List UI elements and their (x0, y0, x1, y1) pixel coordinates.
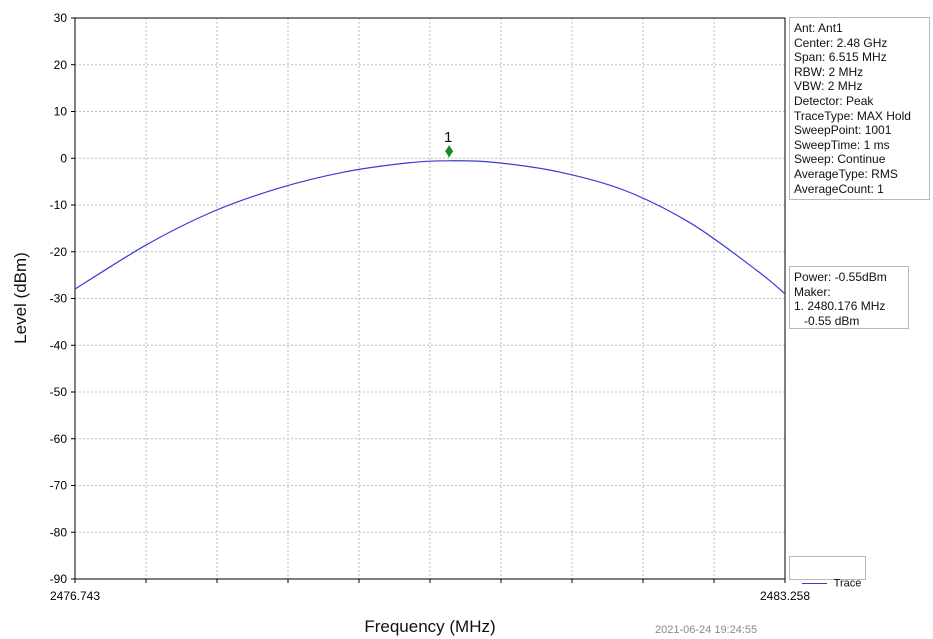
x-axis-label: Frequency (MHz) (364, 617, 495, 636)
grid (75, 17, 785, 580)
power-line: -0.55 dBm (794, 313, 860, 328)
y-tick-label: 30 (54, 11, 68, 25)
y-tick-label: -70 (50, 479, 68, 493)
legend-label: Trace (833, 577, 862, 590)
y-tick-label: 10 (54, 105, 68, 119)
power-line: Maker: (794, 284, 831, 299)
info-line: AverageType: RMS (794, 166, 898, 181)
y-axis-ticks: 30 20 10 0 -10 -20 -30 -40 -50 -60 -70 -80 -90 (50, 11, 75, 586)
info-line: AverageCount: 1 (794, 181, 884, 196)
x-axis-ticks: 2476.743 2483.258 (50, 579, 810, 603)
marker-diamond-icon (445, 145, 454, 158)
y-axis-label: Level (dBm) (11, 252, 30, 344)
x-tick-label-end: 2483.258 (760, 589, 810, 603)
legend-swatch (801, 582, 827, 584)
info-line: Span: 6.515 MHz (794, 50, 887, 65)
y-tick-label: -90 (50, 572, 68, 586)
legend: Trace (789, 556, 866, 589)
info-line: SweepTime: 1 ms (794, 137, 890, 152)
info-line: Ant: Ant1 (794, 21, 843, 35)
y-tick-label: -80 (50, 525, 68, 539)
settings-info-box: Ant: Ant1 Center: 2.48 GHz Span: 6.515 MHz… (789, 17, 930, 200)
info-line: SweepPoint: 1001 (794, 123, 892, 138)
marker-1[interactable]: 1 (444, 129, 454, 158)
y-tick-label: 20 (54, 58, 68, 72)
y-tick-label: 0 (60, 151, 67, 165)
trace-line (74, 160, 786, 295)
y-tick-label: -20 (50, 245, 68, 259)
y-tick-label: -50 (50, 385, 68, 399)
info-line: Detector: Peak (794, 93, 874, 108)
info-line: VBW: 2 MHz (794, 79, 863, 94)
x-tick-label-start: 2476.743 (50, 589, 100, 603)
marker-label: 1 (444, 129, 452, 146)
y-tick-label: -10 (50, 198, 68, 212)
y-tick-label: -60 (50, 432, 68, 446)
power-marker-box: Power: -0.55dBm Maker: 1. 2480.176 MHz -0.… (789, 266, 909, 329)
info-line: RBW: 2 MHz (794, 64, 864, 79)
info-line: Sweep: Continue (794, 152, 886, 167)
timestamp: 2021-06-24 19:24:55 (655, 624, 757, 636)
y-tick-label: -40 (50, 338, 68, 352)
y-tick-label: -30 (50, 292, 68, 306)
info-line: TraceType: MAX Hold (794, 108, 911, 123)
power-line: Power: -0.55dBm (794, 270, 887, 284)
info-line: Center: 2.48 GHz (794, 35, 888, 50)
power-line: 1. 2480.176 MHz (794, 299, 886, 314)
